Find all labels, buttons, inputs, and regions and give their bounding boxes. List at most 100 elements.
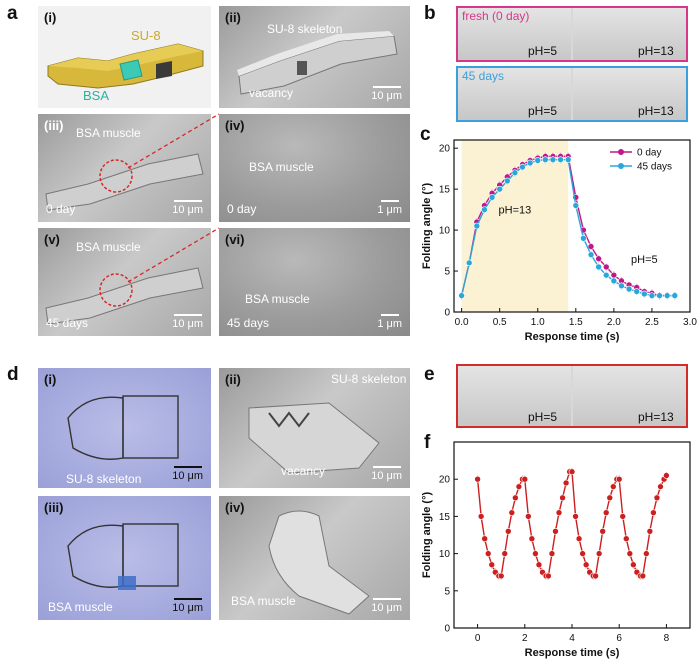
optical-fresh-frame: fresh (0 day) pH=5 pH=13	[456, 6, 688, 62]
e-ph5-image	[458, 366, 571, 426]
gripper-skeleton-sem-illustration	[248, 402, 380, 474]
x-axis-label: Response time (s)	[525, 331, 620, 343]
sem-d-ii: (ii) SU-8 skeleton vacancy 10 μm	[219, 368, 410, 488]
roman-label: (ii)	[225, 372, 241, 387]
scale-bar: 10 μm	[172, 314, 203, 330]
sem-a-iv: (iv) BSA muscle 0 day 1 μm	[219, 114, 410, 222]
ph13-label: pH=13	[638, 410, 674, 424]
micrograph-d-iii: (iii) BSA muscle 10 μm	[38, 496, 211, 620]
y-tick-label: 10	[439, 226, 451, 237]
data-point	[474, 475, 481, 483]
data-point	[557, 156, 564, 163]
y-axis-label: Folding angle (°)	[421, 492, 433, 579]
bsa-muscle-caption: BSA muscle	[48, 600, 113, 614]
y-tick-label: 20	[439, 475, 451, 486]
panel-label-c: c	[420, 124, 431, 145]
data-point	[504, 527, 512, 535]
data-point	[519, 163, 526, 171]
data-point	[481, 206, 488, 213]
data-point	[484, 550, 492, 557]
data-point	[602, 509, 610, 516]
day-label: 45 days	[46, 316, 89, 330]
x-tick-label: 6	[616, 633, 622, 644]
y-tick-label: 10	[439, 549, 451, 560]
bsa-label: BSA	[83, 88, 110, 103]
fresh-label: fresh (0 day)	[462, 9, 530, 23]
scale-bar: 1 μm	[377, 200, 402, 216]
data-point	[587, 251, 595, 258]
chart-c-folding-angle: 0.0 0.5 1.0 1.5 2.0 2.5 3.0 0 5 10 15 20 Response ti…	[421, 139, 697, 343]
data-point	[599, 527, 606, 535]
roman-label: (iv)	[225, 500, 245, 515]
bsa-muscle-label: BSA muscle	[245, 292, 310, 306]
y-axis-label: Folding angle (°)	[421, 183, 433, 270]
data-point	[602, 271, 610, 279]
roman-label: (ii)	[225, 10, 241, 25]
series-line-0	[476, 471, 667, 577]
data-point	[465, 259, 473, 267]
panel-label-b: b	[424, 3, 436, 24]
ph13-label: pH=13	[638, 44, 674, 58]
x-tick-label: 2.5	[645, 317, 659, 328]
data-point	[562, 479, 570, 487]
data-point	[630, 561, 637, 569]
aged-ph5-image	[458, 68, 571, 120]
su8-bsa-model-illustration	[47, 43, 204, 89]
x-tick-label: 0.5	[493, 317, 507, 328]
day-label: 45 days	[227, 316, 270, 330]
data-point	[559, 494, 566, 502]
day-label: 0 day	[227, 202, 257, 216]
y-tick-label: 15	[439, 185, 451, 196]
data-point	[648, 292, 656, 299]
scale-bar: 10 μm	[371, 86, 402, 102]
bsa-muscle-label: BSA muscle	[76, 240, 141, 254]
data-point	[615, 475, 623, 483]
y-tick-label: 0	[444, 624, 450, 635]
data-point	[542, 156, 549, 163]
x-tick-label: 1.5	[569, 317, 583, 328]
x-tick-label: 2.0	[607, 317, 621, 328]
su8-label: SU-8	[131, 28, 161, 43]
roman-label: (v)	[44, 232, 60, 247]
data-point	[552, 527, 559, 535]
data-point	[501, 550, 509, 557]
data-point	[639, 572, 647, 580]
data-point	[515, 483, 523, 490]
data-point	[572, 513, 579, 520]
ph5-label: pH=5	[528, 104, 558, 118]
ph5-label: pH=5	[528, 410, 558, 424]
x-tick-label: 3.0	[683, 317, 697, 328]
chart-f-folding-angle: 0 2 4 6 8 0 5 10 15 20 Response time (s) Folding an…	[421, 441, 691, 659]
su8-skeleton-caption: SU-8 skeleton	[66, 472, 142, 486]
data-point	[497, 572, 505, 580]
data-point	[512, 494, 519, 502]
roman-label: (vi)	[225, 232, 245, 247]
data-point	[549, 156, 557, 163]
data-point	[555, 509, 563, 516]
mitten-gripper-sem-illustration	[268, 510, 370, 615]
data-point	[646, 527, 654, 535]
data-point	[496, 185, 503, 193]
muscle-loaded-outline-illustration	[67, 523, 179, 590]
data-point	[610, 277, 618, 285]
x-tick-label: 8	[664, 633, 670, 644]
optical-aged-frame: 45 days pH=5 pH=13	[456, 66, 688, 122]
data-point	[526, 159, 534, 167]
y-tick-label: 15	[439, 512, 451, 523]
bsa-muscle-caption: BSA muscle	[231, 594, 296, 608]
fresh-ph13-image	[573, 8, 686, 60]
schematic-a-i: (i) SU-8 BSA	[38, 6, 211, 108]
sem-a-v: (v) BSA muscle 45 days 10 μm	[38, 228, 211, 336]
ph5-label: pH=5	[528, 44, 558, 58]
data-point	[548, 550, 556, 557]
legend-marker	[618, 149, 624, 155]
e-ph13-image	[573, 366, 686, 426]
sem-a-iii: (iii) BSA muscle 0 day 10 μm	[38, 114, 211, 222]
su8-skeleton-label: SU-8 skeleton	[267, 22, 343, 36]
data-point	[618, 282, 625, 290]
data-point	[602, 263, 610, 271]
y-tick-label: 5	[444, 586, 450, 597]
legend-label: 0 day	[637, 148, 661, 159]
bsa-muscle-label: BSA muscle	[249, 160, 314, 174]
data-point	[619, 513, 627, 520]
